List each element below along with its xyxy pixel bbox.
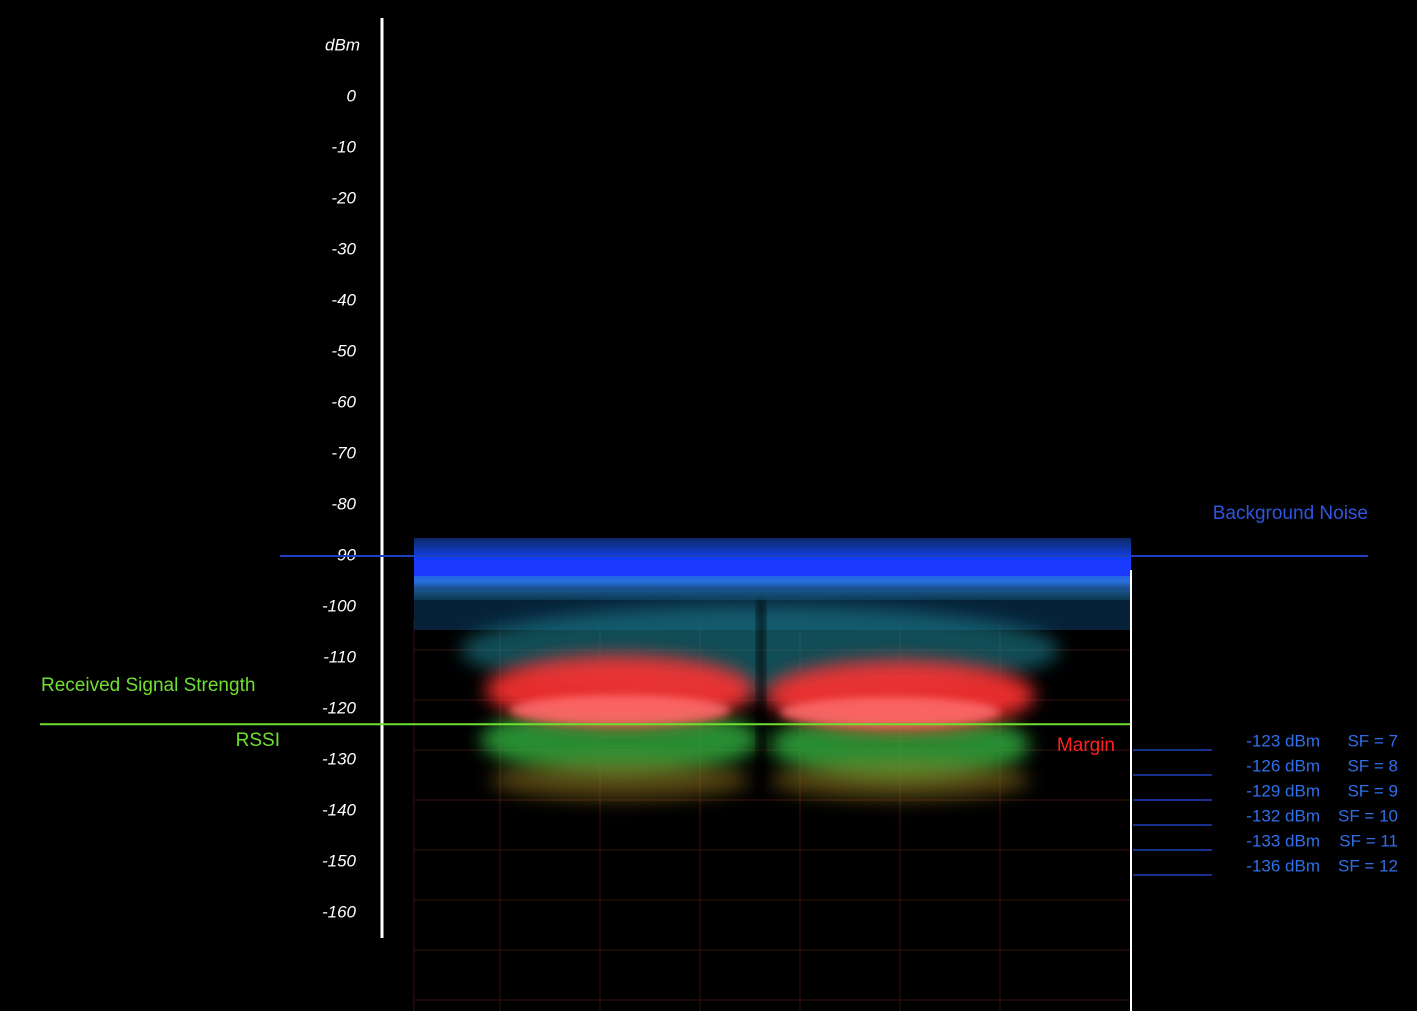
sensitivity-list: -123 dBm SF = 7 -126 dBm SF = 8 -129 dBm SF =… bbox=[1133, 731, 1398, 876]
red-core bbox=[510, 695, 730, 725]
sensitivity-dbm: -126 dBm bbox=[1246, 756, 1320, 775]
sensitivity-sf: SF = 10 bbox=[1338, 806, 1398, 825]
sensitivity-dbm: -132 dBm bbox=[1246, 806, 1320, 825]
y-tick-label: -90 bbox=[331, 545, 356, 564]
y-tick-label: -130 bbox=[322, 749, 357, 768]
sensitivity-sf: SF = 12 bbox=[1338, 856, 1398, 875]
y-tick-label: -50 bbox=[331, 341, 356, 360]
y-tick-label: -20 bbox=[331, 188, 356, 207]
spectrogram bbox=[413, 538, 1132, 1011]
margin-label: Margin bbox=[1057, 735, 1115, 756]
y-tick-label: -140 bbox=[322, 800, 357, 819]
rssi-abbr: RSSI bbox=[236, 730, 280, 751]
y-tick-label: -10 bbox=[331, 137, 356, 156]
y-tick-label: 0 bbox=[347, 86, 357, 105]
red-core bbox=[780, 697, 1000, 727]
sensitivity-dbm: -123 dBm bbox=[1246, 731, 1320, 750]
sensitivity-sf: SF = 8 bbox=[1347, 756, 1398, 775]
sensitivity-dbm: -133 dBm bbox=[1246, 831, 1320, 850]
y-ticks: 0 -10 -20 -30 -40 -50 -60 -70 -80 -90 -100 -110 -120… bbox=[322, 86, 357, 921]
yellow-spread bbox=[490, 760, 750, 800]
axis-unit: dBm bbox=[325, 35, 360, 54]
y-tick-label: -160 bbox=[322, 902, 357, 921]
y-tick-label: -120 bbox=[322, 698, 357, 717]
green-spread bbox=[770, 710, 1030, 780]
y-tick-label: -80 bbox=[331, 494, 356, 513]
sensitivity-dbm: -129 dBm bbox=[1246, 781, 1320, 800]
sensitivity-sf: SF = 7 bbox=[1347, 731, 1398, 750]
green-spread bbox=[480, 705, 760, 775]
sensitivity-sf: SF = 9 bbox=[1347, 781, 1398, 800]
noise-label: Background Noise bbox=[1213, 503, 1368, 524]
y-tick-label: -110 bbox=[323, 647, 356, 666]
y-tick-label: -100 bbox=[322, 596, 357, 615]
center-gap bbox=[757, 600, 765, 790]
y-tick-label: -40 bbox=[331, 290, 356, 309]
sensitivity-sf: SF = 11 bbox=[1339, 831, 1398, 850]
y-tick-label: -70 bbox=[331, 443, 356, 462]
y-tick-label: -30 bbox=[331, 239, 356, 258]
y-tick-label: -150 bbox=[322, 851, 357, 870]
sensitivity-dbm: -136 dBm bbox=[1246, 856, 1320, 875]
yellow-spread bbox=[770, 760, 1030, 800]
rssi-label: Received Signal Strength bbox=[41, 675, 255, 696]
y-tick-label: -60 bbox=[331, 392, 356, 411]
noise-core bbox=[414, 560, 1131, 576]
